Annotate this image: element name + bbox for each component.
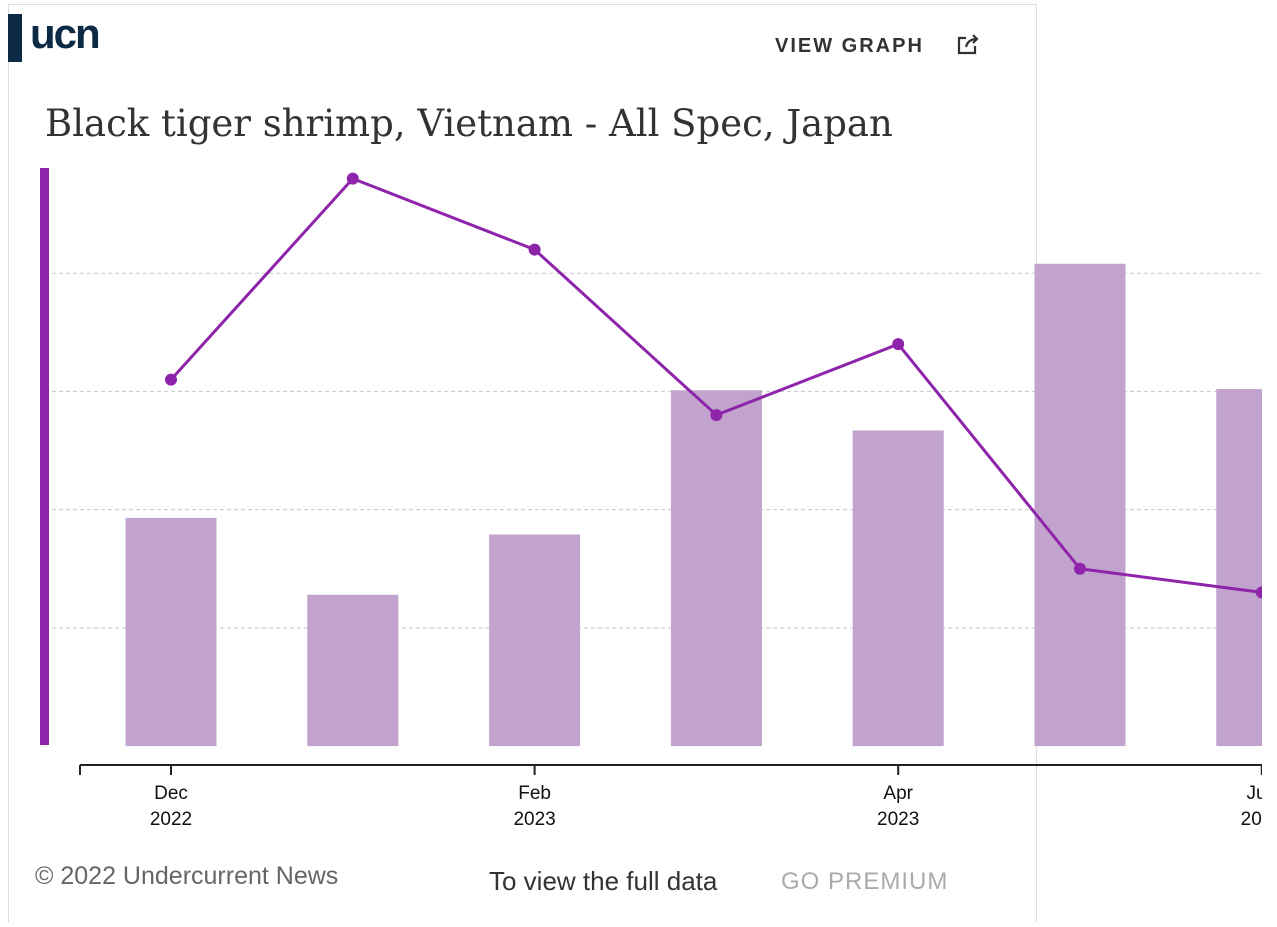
point: [528, 243, 541, 256]
x-tick-label: 2022: [150, 809, 192, 830]
logo-bar: [8, 14, 22, 62]
x-tick-label: Jun: [1246, 783, 1277, 804]
bar: [852, 430, 944, 747]
chart-title: Black tiger shrimp, Vietnam - All Spec, …: [45, 102, 893, 145]
plot: Dec 2022 Feb 2023 Apr 2023 Jun 2023: [52, 172, 1277, 830]
view-graph[interactable]: VIEW GRAPH: [775, 35, 924, 57]
bar: [125, 517, 217, 747]
bar: [489, 534, 581, 747]
point: [1255, 586, 1262, 599]
point: [165, 373, 177, 386]
x-tick-label: 2023: [513, 809, 555, 830]
go-premium[interactable]: GO PREMIUM: [781, 868, 948, 895]
bar: [307, 594, 399, 747]
bar: [1034, 263, 1126, 747]
logo: ucn: [30, 10, 99, 57]
prompt: To view the full data: [489, 866, 718, 896]
x-tick-label: Feb: [518, 783, 551, 804]
copyright: © 2022 Undercurrent News: [35, 862, 338, 890]
point: [892, 338, 905, 351]
bar: [670, 390, 762, 747]
bar: [1216, 389, 1262, 747]
point: [346, 172, 359, 185]
point: [710, 409, 723, 422]
x-tick-label: 2023: [1241, 809, 1277, 830]
point: [1074, 562, 1086, 575]
x-tick-label: Apr: [883, 783, 913, 804]
x-tick-label: Dec: [154, 783, 188, 804]
share-icon[interactable]: [957, 34, 979, 55]
accent-bar: [40, 168, 49, 745]
x-tick-label: 2023: [877, 809, 919, 830]
